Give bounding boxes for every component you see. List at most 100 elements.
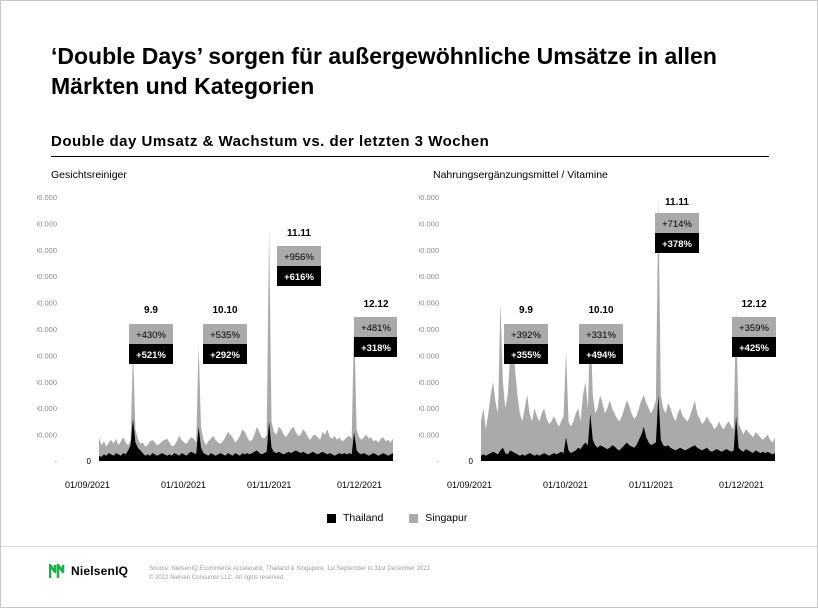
annotation-label: 11.11 <box>665 197 689 208</box>
annotation-box-singapur <box>203 324 247 344</box>
y-tick-label: 1.000.000 <box>37 193 57 202</box>
x-tick-label: 01/10/2021 <box>161 480 206 490</box>
source-note: Source: NielsenIQ Ecommerce Accelerator,… <box>149 565 430 583</box>
y-tick-label: 100.000 <box>37 431 57 440</box>
legend-swatch-singapur <box>409 513 419 523</box>
y-tick-label: - <box>437 457 440 466</box>
chart-title: Gesichtsreiniger <box>51 169 127 181</box>
annotation-value-thailand: +378% <box>662 239 692 250</box>
chart-section-title: Double day Umsatz & Wachstum vs. der let… <box>51 133 490 150</box>
annotation-value-thailand: +292% <box>210 350 240 361</box>
y-tick-label: 900.000 <box>419 219 439 228</box>
y-tick-label: 800.000 <box>37 246 57 255</box>
footer-divider <box>1 546 817 547</box>
annotation-box-thailand <box>129 344 173 364</box>
y-tick-label: 500.000 <box>419 325 439 334</box>
annotation-value-singapur: +535% <box>210 330 240 341</box>
page-title: ‘Double Days’ sorgen für außergewöhnlich… <box>51 43 717 99</box>
y-tick-label: - <box>55 457 58 466</box>
annotation-value-thailand: +616% <box>284 272 314 283</box>
annotation-box-thailand <box>504 344 548 364</box>
annotation-box-singapur <box>504 324 548 344</box>
annotation-value-singapur: +430% <box>136 330 166 341</box>
y-tick-label: 1.000.000 <box>419 193 439 202</box>
annotation-box-thailand <box>277 266 321 286</box>
chart-gesichtsreiniger-svg: Gesichtsreiniger - 100.000 200.000 300.000 40… <box>37 169 397 490</box>
annotation-label: 9.9 <box>519 305 533 316</box>
legend-swatch-thailand <box>327 513 336 523</box>
annotation-value-thailand: +355% <box>511 350 541 361</box>
nielseniq-logo-icon <box>49 563 65 578</box>
series-area-singapur <box>99 228 393 461</box>
chart-title: Nahrungsergänzungsmittel / Vitamine <box>433 169 608 181</box>
y-tick-label: 300.000 <box>37 378 57 387</box>
y-tick-label: 400.000 <box>37 351 57 360</box>
chart-vitamine: Nahrungsergänzungsmittel / Vitamine - 100.… <box>419 161 779 501</box>
logo-text: NielsenIQ <box>71 564 129 578</box>
series-area-thailand <box>481 395 775 461</box>
zero-label: 0 <box>87 457 92 466</box>
y-tick-label: 800.000 <box>419 246 439 255</box>
zero-label: 0 <box>469 457 474 466</box>
y-tick-label: 600.000 <box>419 299 439 308</box>
x-tick-label: 01/09/2021 <box>447 480 492 490</box>
y-tick-label: 300.000 <box>419 378 439 387</box>
y-tick-label: 700.000 <box>419 272 439 281</box>
annotation-value-singapur: +956% <box>284 252 314 263</box>
y-tick-label: 400.000 <box>419 351 439 360</box>
y-tick-label: 700.000 <box>37 272 57 281</box>
annotation-label: 9.9 <box>144 305 158 316</box>
x-tick-label: 01/12/2021 <box>719 480 764 490</box>
annotation-box-thailand <box>354 337 397 357</box>
annotation-label: 10.10 <box>588 305 613 316</box>
x-tick-label: 01/12/2021 <box>337 480 382 490</box>
annotation-value-thailand: +318% <box>361 343 391 354</box>
annotation-value-singapur: +481% <box>361 323 391 334</box>
annotation-value-thailand: +521% <box>136 350 166 361</box>
source-line: Source: NielsenIQ Ecommerce Accelerator,… <box>149 566 431 572</box>
annotation-box-singapur <box>129 324 173 344</box>
annotation-label: 12.12 <box>741 299 766 310</box>
nielseniq-logo: NielsenIQ <box>49 563 128 579</box>
y-tick-label: 900.000 <box>37 219 57 228</box>
legend: Thailand Singapur <box>327 512 493 524</box>
legend-label-thailand: Thailand <box>343 512 384 524</box>
annotation-label: 10.10 <box>212 305 237 316</box>
annotation-box-thailand <box>732 337 776 357</box>
annotation-box-thailand <box>655 233 699 253</box>
y-tick-label: 600.000 <box>37 299 57 308</box>
annotation-label: 11.11 <box>287 228 311 239</box>
annotation-box-singapur <box>579 324 623 344</box>
annotation-value-singapur: +714% <box>662 219 692 230</box>
annotation-box-singapur <box>354 317 397 337</box>
annotation-value-singapur: +331% <box>586 330 616 341</box>
series-area-singapur <box>481 197 775 461</box>
annotation-box-singapur <box>655 213 699 233</box>
annotation-box-singapur <box>732 317 776 337</box>
annotation-value-thailand: +425% <box>739 343 769 354</box>
legend-item-singapur: Singapur <box>409 512 467 524</box>
annotation-label: 12.12 <box>363 299 388 310</box>
annotation-value-singapur: +359% <box>739 323 769 334</box>
annotation-box-singapur <box>277 246 321 266</box>
x-tick-label: 01/11/2021 <box>629 480 673 490</box>
chart-gesichtsreiniger: Gesichtsreiniger - 100.000 200.000 300.000 40… <box>37 161 397 501</box>
annotation-value-thailand: +494% <box>586 350 616 361</box>
y-tick-label: 200.000 <box>37 404 57 413</box>
y-tick-label: 100.000 <box>419 431 439 440</box>
annotation-value-singapur: +392% <box>511 330 541 341</box>
x-tick-label: 01/11/2021 <box>247 480 291 490</box>
copyright-line: © 2022 Nielsen Consumer LLC. All rights … <box>149 575 285 581</box>
y-tick-label: 500.000 <box>37 325 57 334</box>
chart-vitamine-svg: Nahrungsergänzungsmittel / Vitamine - 100.… <box>419 169 776 490</box>
y-tick-label: 200.000 <box>419 404 439 413</box>
annotation-box-thailand <box>203 344 247 364</box>
legend-label-singapur: Singapur <box>425 512 468 524</box>
x-tick-label: 01/09/2021 <box>65 480 110 490</box>
series-area-thailand <box>99 418 393 461</box>
legend-item-thailand: Thailand <box>327 512 383 524</box>
annotation-box-thailand <box>579 344 623 364</box>
x-tick-label: 01/10/2021 <box>543 480 588 490</box>
title-divider <box>51 156 769 157</box>
